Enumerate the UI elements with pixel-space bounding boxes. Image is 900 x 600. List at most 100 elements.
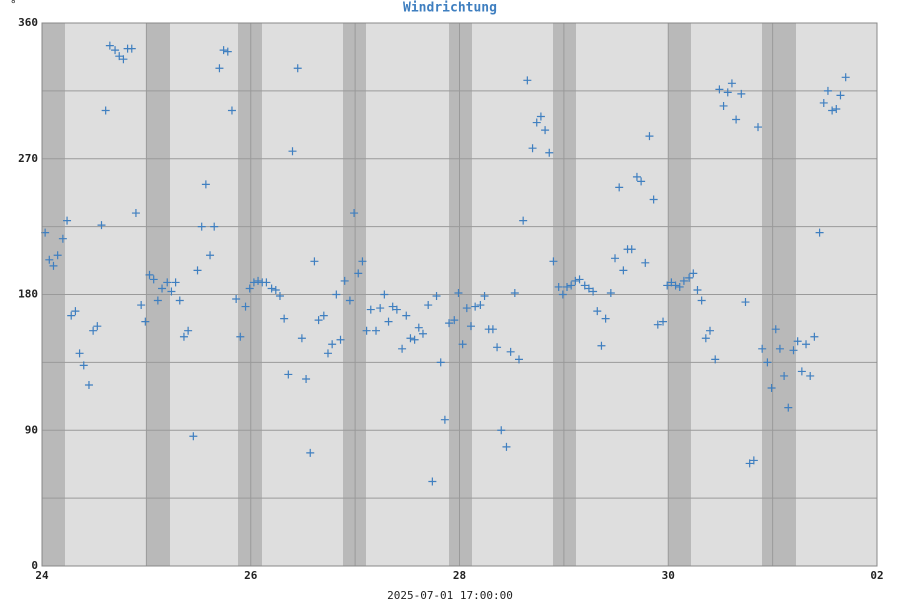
data-point — [749, 456, 758, 465]
data-point — [575, 275, 584, 284]
data-point — [693, 285, 702, 294]
data-point — [376, 304, 385, 313]
data-point — [340, 276, 349, 285]
data-point — [89, 326, 98, 335]
data-point — [802, 340, 811, 349]
data-point — [732, 115, 741, 124]
data-point — [241, 302, 250, 311]
data-point — [119, 55, 128, 64]
data-point — [84, 381, 93, 389]
data-point — [249, 278, 258, 287]
y-tick-label: 360 — [18, 16, 38, 29]
data-point — [432, 292, 441, 301]
data-point — [523, 76, 532, 85]
data-point — [428, 477, 437, 486]
data-point — [197, 222, 206, 231]
data-point — [815, 228, 824, 237]
y-tick-label: 0 — [31, 559, 38, 572]
data-point — [567, 281, 576, 290]
data-point — [97, 221, 106, 230]
data-point — [293, 64, 302, 73]
data-point — [510, 288, 519, 297]
y-tick-label: 270 — [18, 152, 38, 165]
data-point — [679, 276, 688, 285]
data-point — [611, 254, 620, 263]
footer-timestamp: 2025-07-01 17:00:00 — [387, 589, 513, 600]
x-tick-label: 26 — [244, 569, 258, 582]
data-point — [219, 46, 228, 55]
data-point — [541, 126, 550, 135]
data-point — [697, 296, 706, 305]
data-point — [558, 290, 567, 299]
data-point — [101, 106, 110, 115]
x-tick-label: 28 — [453, 569, 466, 582]
data-point — [145, 270, 154, 279]
x-tick-label: 02 — [870, 569, 883, 582]
data-point — [701, 334, 710, 343]
data-point — [105, 41, 114, 50]
chart-title: Windrichtung — [403, 1, 497, 16]
data-point — [563, 282, 572, 291]
data-point — [75, 349, 84, 358]
data-point — [111, 46, 120, 55]
data-point — [345, 296, 354, 305]
data-point — [384, 317, 393, 326]
data-point — [797, 367, 806, 376]
data-point — [445, 319, 454, 328]
data-point — [601, 314, 610, 323]
data-point — [466, 322, 475, 331]
data-point — [245, 284, 254, 293]
data-point — [306, 448, 315, 457]
data-point — [354, 269, 363, 278]
data-point — [841, 73, 850, 82]
data-point — [336, 335, 345, 344]
data-point — [493, 343, 502, 352]
data-point — [536, 112, 545, 121]
data-point — [571, 276, 580, 285]
data-point — [115, 52, 124, 61]
data-point — [715, 85, 724, 94]
data-point — [689, 269, 698, 278]
data-point — [597, 341, 606, 350]
data-point — [593, 307, 602, 316]
data-point — [476, 301, 485, 310]
data-point — [171, 278, 180, 287]
data-point — [675, 282, 684, 291]
data-point — [332, 290, 341, 299]
data-point — [832, 104, 841, 113]
data-point — [189, 432, 198, 441]
data-point — [410, 335, 419, 344]
data-point — [372, 326, 380, 335]
data-point — [480, 292, 489, 301]
data-point — [53, 251, 62, 260]
data-point — [506, 347, 515, 356]
data-point — [450, 316, 459, 325]
data-point — [153, 296, 162, 305]
data-point — [775, 344, 784, 353]
data-point — [414, 323, 423, 332]
data-point — [206, 251, 215, 260]
data-point — [606, 288, 615, 297]
data-point — [388, 302, 397, 311]
data-point — [819, 98, 828, 107]
data-point — [49, 261, 58, 270]
data-point — [167, 287, 176, 296]
data-point — [275, 292, 284, 301]
data-point — [641, 258, 650, 267]
y-unit-label: ° — [10, 0, 17, 11]
data-point — [127, 44, 136, 53]
data-point — [727, 79, 736, 88]
data-point — [758, 344, 767, 353]
data-point — [754, 123, 763, 132]
data-point — [158, 284, 167, 293]
data-point — [741, 298, 750, 307]
data-point — [227, 106, 236, 115]
data-point — [514, 355, 523, 364]
data-point — [79, 361, 88, 370]
x-tick-label: 30 — [662, 569, 675, 582]
data-point — [149, 275, 158, 284]
data-point — [45, 255, 54, 264]
data-point — [836, 91, 845, 100]
data-point — [232, 295, 241, 304]
data-point — [528, 144, 537, 153]
